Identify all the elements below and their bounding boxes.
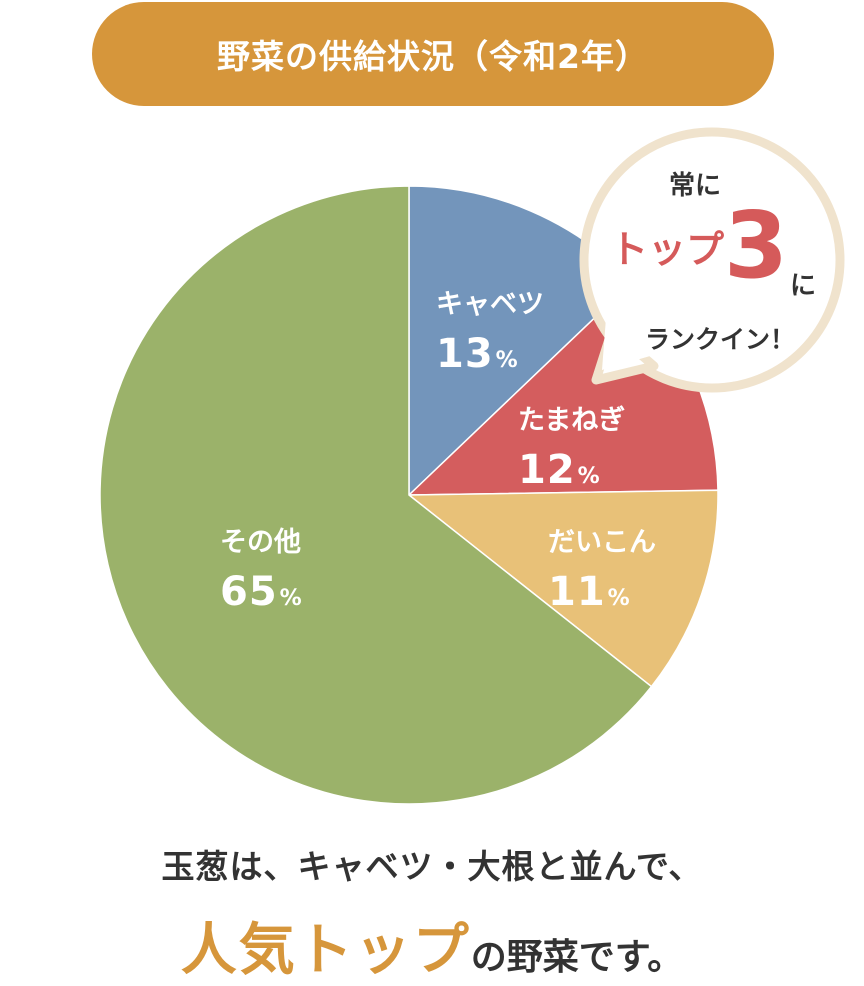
callout-bubble: [579, 127, 845, 393]
slice-label-cabbage: キャベツ 13%: [436, 282, 544, 377]
slice-name-onion: たまねぎ: [518, 405, 626, 436]
pie-slice-other: [99, 185, 653, 805]
slice-label-radish: だいこん 11%: [548, 520, 656, 615]
slice-unit-cabbage: %: [495, 348, 519, 373]
callout-number: 3: [724, 192, 789, 299]
pie-slice-radish: [406, 489, 719, 688]
callout-text-always: 常に: [668, 171, 721, 201]
footer-highlight: 人気トップ: [180, 918, 471, 983]
callout-circle: [579, 127, 845, 393]
slice-name-other: その他: [220, 527, 301, 558]
callout-top-text: トップ: [610, 227, 725, 272]
slice-unit-radish: %: [607, 586, 631, 611]
slice-name-radish: だいこん: [548, 527, 656, 558]
footer-line2: 人気トップの野菜です。: [0, 905, 864, 986]
footer-rest: の野菜です。: [470, 937, 684, 978]
footer-line1: 玉葱は、キャベツ・大根と並んで、: [161, 847, 703, 886]
chart-title: 野菜の供給状況（令和2年）: [92, 2, 774, 106]
slice-unit-onion: %: [577, 464, 601, 489]
slice-value-other: 65%: [220, 569, 303, 615]
slice-name-cabbage: キャベツ: [436, 289, 544, 320]
slice-unit-other: %: [279, 586, 303, 611]
slice-value-radish: 11%: [548, 569, 631, 615]
callout-text-rankin: ランクイン！: [644, 325, 795, 354]
slice-value-onion: 12%: [518, 447, 601, 493]
callout-top3: トップ3: [610, 200, 788, 292]
slice-label-onion: たまねぎ 12%: [518, 398, 625, 493]
callout-tail-cover: [602, 318, 664, 370]
callout-text-ni: に: [790, 271, 817, 301]
slice-label-other: その他 65%: [220, 520, 303, 615]
slice-value-cabbage: 13%: [436, 331, 519, 377]
